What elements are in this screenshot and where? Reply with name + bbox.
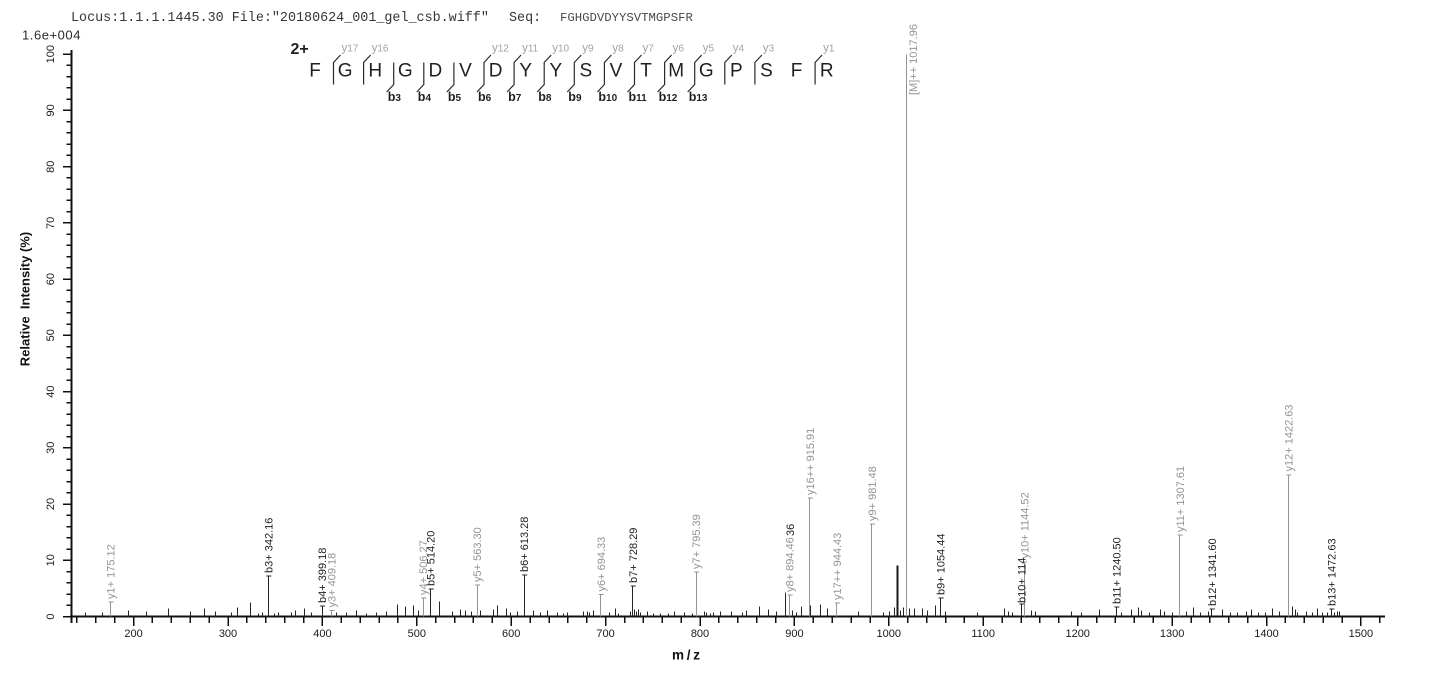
- svg-text:800: 800: [691, 628, 709, 640]
- svg-text:y9+ 981.48: y9+ 981.48: [867, 466, 879, 521]
- svg-text:b9+ 1054.44: b9+ 1054.44: [936, 534, 948, 595]
- svg-text:b11: b11: [629, 90, 648, 104]
- svg-text:y7: y7: [643, 43, 655, 55]
- svg-text:b7+ 728.29: b7+ 728.29: [628, 528, 640, 583]
- svg-text:1000: 1000: [877, 628, 901, 640]
- svg-text:b10+ 114: b10+ 114: [1016, 558, 1028, 603]
- svg-text:y6: y6: [673, 43, 685, 55]
- svg-text:y17++ 944.43: y17++ 944.43: [832, 533, 844, 600]
- svg-text:y1+ 175.12: y1+ 175.12: [106, 544, 118, 599]
- svg-text:b3: b3: [388, 90, 402, 104]
- svg-text:Y: Y: [549, 60, 562, 81]
- svg-text:G: G: [338, 60, 353, 81]
- svg-text:b6: b6: [478, 90, 492, 104]
- svg-text:600: 600: [502, 628, 520, 640]
- svg-text:G: G: [699, 60, 714, 81]
- svg-text:y5: y5: [703, 43, 715, 55]
- svg-text:V: V: [610, 60, 623, 81]
- svg-text:200: 200: [124, 628, 142, 640]
- svg-text:y11+ 1307.61: y11+ 1307.61: [1175, 466, 1187, 532]
- svg-text:b5+ 514.20: b5+ 514.20: [426, 531, 438, 586]
- svg-text:y8+ 894.46: y8+ 894.46: [785, 537, 797, 592]
- svg-text:y10+ 1144.52: y10+ 1144.52: [1019, 492, 1031, 558]
- svg-text:1.6e+004: 1.6e+004: [22, 28, 81, 43]
- svg-text:y12+ 1422.63: y12+ 1422.63: [1283, 405, 1295, 472]
- svg-text:y16++ 915.91: y16++ 915.91: [805, 428, 817, 495]
- svg-text:y3: y3: [763, 43, 775, 55]
- svg-text:900: 900: [785, 628, 803, 640]
- svg-text:y7+ 795.39: y7+ 795.39: [691, 514, 703, 569]
- svg-text:b12: b12: [659, 90, 678, 104]
- svg-text:400: 400: [313, 628, 331, 640]
- svg-text:36: 36: [785, 524, 797, 536]
- svg-text:y17: y17: [342, 43, 359, 55]
- svg-text:40: 40: [45, 385, 57, 397]
- svg-text:[M]++ 1017.96: [M]++ 1017.96: [908, 24, 920, 95]
- svg-text:y4: y4: [733, 43, 745, 55]
- svg-text:Seq:: Seq:: [509, 11, 541, 26]
- svg-text:60: 60: [45, 273, 57, 285]
- svg-text:300: 300: [219, 628, 237, 640]
- svg-text:Relative Intensity (%): Relative Intensity (%): [18, 232, 33, 366]
- svg-text:90: 90: [45, 104, 57, 116]
- svg-text:50: 50: [45, 329, 57, 341]
- svg-text:Y: Y: [519, 60, 532, 81]
- svg-text:0: 0: [45, 613, 57, 619]
- svg-text:b11+ 1240.50: b11+ 1240.50: [1111, 537, 1123, 604]
- svg-text:y4+ 506.27: y4+ 506.27: [418, 540, 430, 595]
- svg-text:80: 80: [45, 161, 57, 173]
- svg-text:1200: 1200: [1065, 628, 1089, 640]
- svg-text:b4+ 399.18: b4+ 399.18: [317, 548, 329, 603]
- svg-text:R: R: [820, 60, 834, 81]
- svg-text:y11: y11: [522, 43, 539, 55]
- svg-text:10: 10: [45, 554, 57, 566]
- svg-text:b6+ 613.28: b6+ 613.28: [519, 517, 531, 572]
- svg-text:b12+ 1341.60: b12+ 1341.60: [1207, 538, 1219, 606]
- svg-text:m / z: m / z: [672, 648, 700, 663]
- svg-text:1100: 1100: [971, 628, 995, 640]
- svg-text:30: 30: [45, 442, 57, 454]
- svg-text:b5: b5: [448, 90, 462, 104]
- svg-text:Locus:1.1.1.1445.30 File:"2018: Locus:1.1.1.1445.30 File:"20180624_001_g…: [71, 11, 489, 26]
- svg-text:y9: y9: [582, 43, 594, 55]
- svg-text:b9: b9: [568, 90, 582, 104]
- svg-text:b7: b7: [508, 90, 522, 104]
- svg-text:G: G: [398, 60, 413, 81]
- svg-text:2+: 2+: [291, 41, 309, 58]
- svg-text:b8: b8: [538, 90, 552, 104]
- svg-text:y8: y8: [612, 43, 624, 55]
- svg-text:M: M: [668, 60, 684, 81]
- svg-text:S: S: [580, 60, 593, 81]
- svg-text:D: D: [489, 60, 503, 81]
- svg-text:b10: b10: [598, 90, 617, 104]
- svg-text:y10: y10: [552, 43, 569, 55]
- svg-text:1400: 1400: [1254, 628, 1278, 640]
- svg-text:y16: y16: [372, 43, 389, 55]
- svg-text:1500: 1500: [1349, 628, 1373, 640]
- svg-text:D: D: [429, 60, 443, 81]
- svg-text:H: H: [368, 60, 382, 81]
- svg-text:V: V: [459, 60, 472, 81]
- svg-text:b4: b4: [418, 90, 432, 104]
- svg-text:700: 700: [596, 628, 614, 640]
- svg-text:100: 100: [45, 45, 57, 63]
- svg-text:b3+ 342.16: b3+ 342.16: [263, 518, 275, 573]
- svg-text:F: F: [309, 60, 321, 81]
- svg-text:b13+ 1472.63: b13+ 1472.63: [1326, 538, 1338, 606]
- svg-text:70: 70: [45, 217, 57, 229]
- svg-text:P: P: [730, 60, 743, 81]
- svg-text:1300: 1300: [1160, 628, 1184, 640]
- svg-text:20: 20: [45, 498, 57, 510]
- svg-text:y1: y1: [823, 43, 835, 55]
- svg-text:T: T: [640, 60, 652, 81]
- svg-text:F: F: [791, 60, 803, 81]
- svg-text:y12: y12: [492, 43, 509, 55]
- svg-text:FGHGDVDYYSVTMGPSFR: FGHGDVDYYSVTMGPSFR: [560, 11, 693, 25]
- svg-text:y3+ 409.18: y3+ 409.18: [327, 553, 339, 608]
- svg-text:y5+ 563.30: y5+ 563.30: [472, 527, 484, 582]
- svg-text:b13: b13: [689, 90, 708, 104]
- svg-text:500: 500: [408, 628, 426, 640]
- svg-text:S: S: [760, 60, 773, 81]
- svg-text:y6+ 694.33: y6+ 694.33: [596, 537, 608, 592]
